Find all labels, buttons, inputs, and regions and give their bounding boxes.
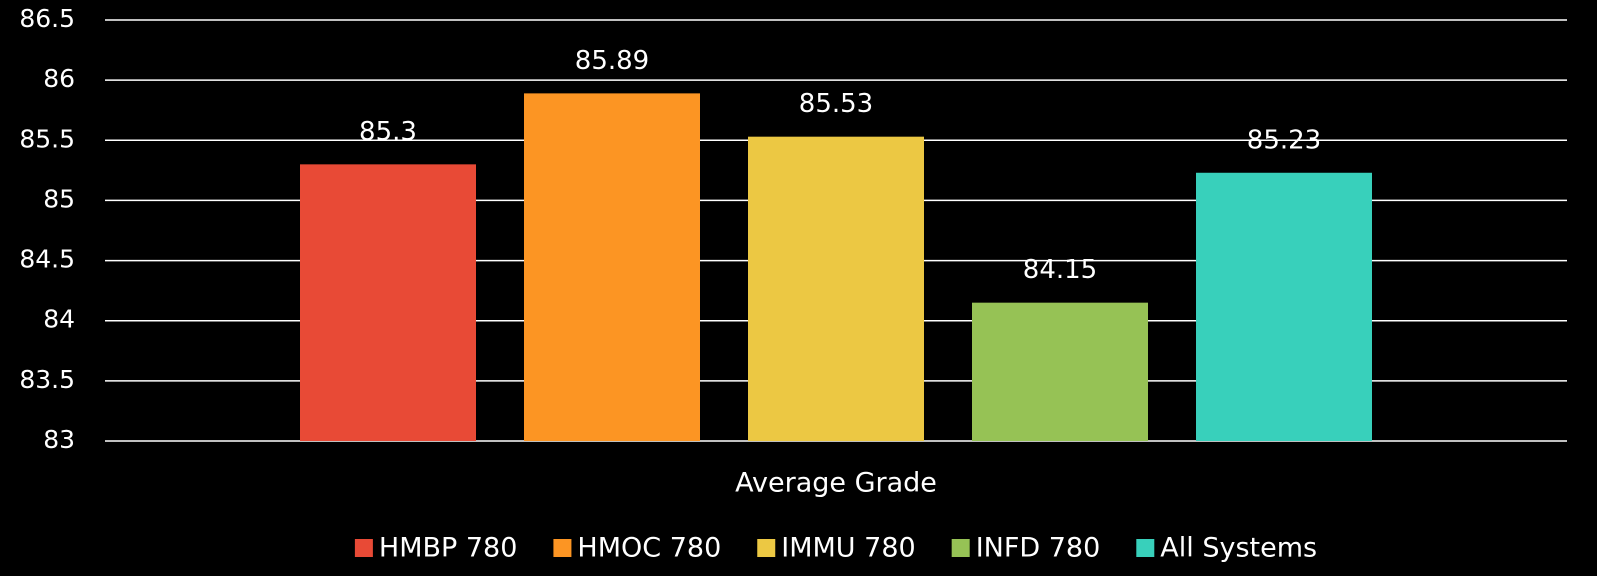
legend-swatch bbox=[553, 539, 572, 557]
y-tick-label: 86.5 bbox=[19, 4, 75, 33]
y-tick-label: 84 bbox=[43, 305, 75, 334]
bar bbox=[972, 302, 1148, 441]
data-label: 84.15 bbox=[1023, 255, 1097, 285]
legend-label: HMBP 780 bbox=[379, 533, 518, 564]
legend-swatch bbox=[951, 539, 970, 557]
legend-label: All Systems bbox=[1160, 533, 1317, 564]
data-label: 85.23 bbox=[1247, 125, 1321, 155]
bar bbox=[1196, 172, 1372, 441]
y-tick-label: 85 bbox=[43, 184, 75, 213]
bar bbox=[748, 136, 924, 442]
y-tick-label: 83 bbox=[43, 425, 75, 454]
bar bbox=[524, 93, 700, 442]
legend-swatch bbox=[1136, 539, 1155, 557]
legend-label: HMOC 780 bbox=[577, 533, 721, 564]
legend-swatch bbox=[757, 539, 776, 557]
y-tick-label: 84.5 bbox=[19, 245, 75, 274]
legend-label: IMMU 780 bbox=[781, 533, 915, 564]
legend-swatch bbox=[354, 539, 373, 557]
x-tick-label: Average Grade bbox=[735, 468, 937, 499]
data-label: 85.53 bbox=[799, 89, 873, 119]
y-tick-label: 86 bbox=[43, 64, 75, 93]
y-tick-label: 83.5 bbox=[19, 365, 75, 394]
data-label: 85.89 bbox=[575, 46, 649, 76]
legend-label: INFD 780 bbox=[976, 533, 1101, 564]
y-tick-label: 85.5 bbox=[19, 124, 75, 153]
bar bbox=[300, 164, 476, 442]
data-label: 85.3 bbox=[359, 117, 417, 147]
